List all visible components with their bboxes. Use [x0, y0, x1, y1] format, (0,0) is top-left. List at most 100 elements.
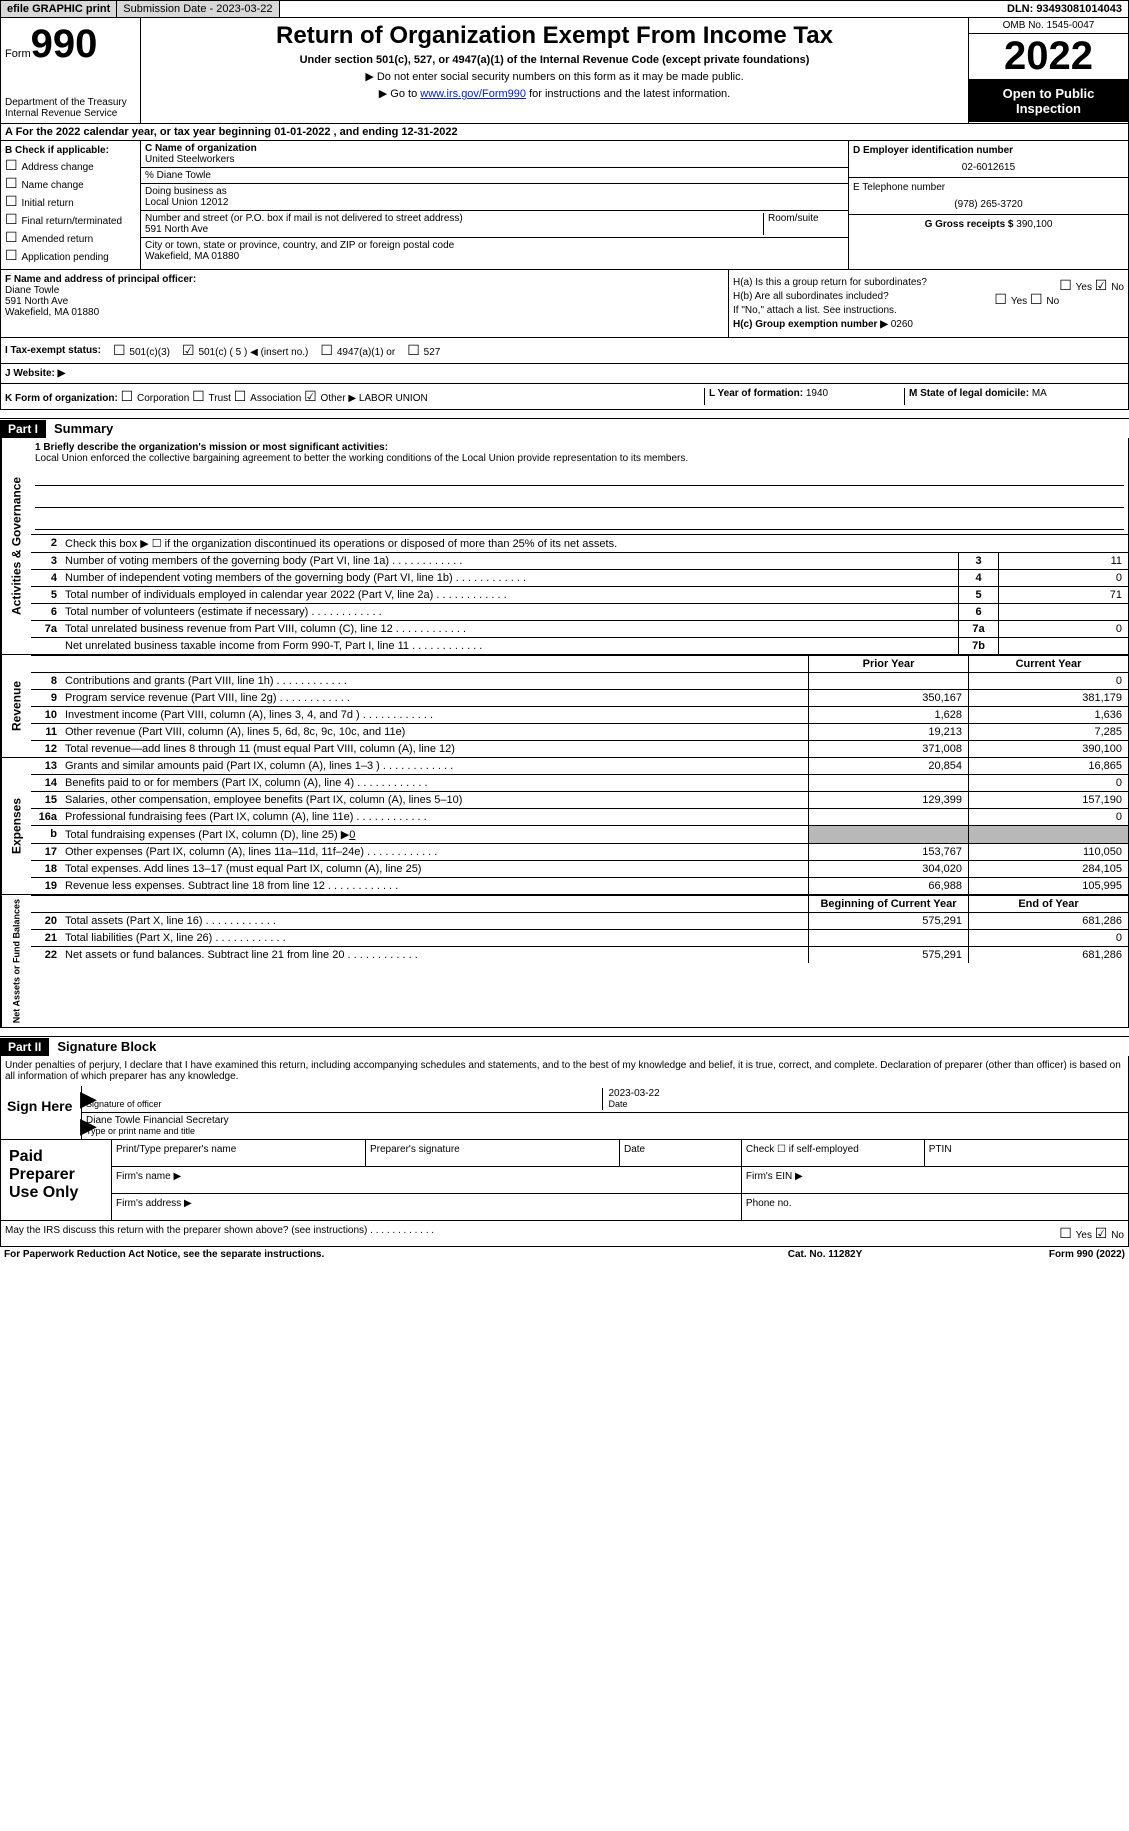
hc-val: 0260	[891, 319, 913, 330]
firm-ein-label: Firm's EIN ▶	[742, 1167, 1128, 1193]
hb-yes[interactable]: Yes	[994, 296, 1027, 307]
prep-sig-label: Preparer's signature	[366, 1140, 620, 1166]
period-row: A For the 2022 calendar year, or tax yea…	[0, 124, 1129, 141]
m-label: M State of legal domicile:	[909, 388, 1032, 399]
hdr-begin-year: Beginning of Current Year	[808, 896, 968, 912]
footer-right: Form 990 (2022)	[925, 1249, 1125, 1260]
cy-15: 157,190	[968, 792, 1128, 808]
phone: (978) 265-3720	[853, 199, 1124, 210]
prep-name-label: Print/Type preparer's name	[112, 1140, 366, 1166]
line-19: Revenue less expenses. Subtract line 18 …	[61, 878, 808, 894]
street: 591 North Ave	[145, 224, 759, 235]
box-4: 4	[958, 570, 998, 586]
side-ag: Activities & Governance	[1, 438, 31, 654]
cy-11: 7,285	[968, 724, 1128, 740]
line-9: Program service revenue (Part VIII, line…	[61, 690, 808, 706]
chk-501c3[interactable]: 501(c)(3)	[113, 342, 170, 359]
hdr-prior-year: Prior Year	[808, 656, 968, 672]
chk-4947[interactable]: 4947(a)(1) or	[320, 342, 395, 359]
line-13: Grants and similar amounts paid (Part IX…	[61, 758, 808, 774]
sig-date: 2023-03-22	[609, 1088, 660, 1099]
ein-label: D Employer identification number	[853, 145, 1013, 156]
hb-no[interactable]: No	[1030, 296, 1059, 307]
sig-date-label: Date	[609, 1099, 628, 1109]
end-22: 681,286	[968, 947, 1128, 963]
part1-bar: Part I Summary	[0, 418, 1129, 438]
side-exp: Expenses	[1, 758, 31, 894]
py-17: 153,767	[808, 844, 968, 860]
ein: 02-6012615	[853, 162, 1124, 173]
py-9: 350,167	[808, 690, 968, 706]
discuss-no[interactable]: No	[1095, 1230, 1124, 1241]
part2-bar: Part II Signature Block	[0, 1036, 1129, 1056]
cy-10: 1,636	[968, 707, 1128, 723]
room-suite-label: Room/suite	[764, 213, 844, 235]
box-5: 5	[958, 587, 998, 603]
hc-note: If "No," attach a list. See instructions…	[733, 305, 1124, 316]
part2-title: Signature Block	[49, 1037, 164, 1056]
form-note-1: ▶ Do not enter social security numbers o…	[145, 70, 964, 83]
box-6: 6	[958, 604, 998, 620]
chk-address-change[interactable]: Address change	[5, 157, 136, 174]
phone-label: E Telephone number	[853, 182, 1124, 193]
paid-label: Paid Preparer Use Only	[1, 1140, 111, 1220]
col-b-label: B Check if applicable:	[5, 145, 109, 156]
chk-corp[interactable]: Corporation	[121, 393, 190, 404]
signer-name: Diane Towle Financial Secretary	[86, 1115, 229, 1126]
ha-yes[interactable]: Yes	[1059, 282, 1092, 293]
mission-label: 1 Briefly describe the organization's mi…	[35, 442, 388, 453]
line-14: Benefits paid to or for members (Part IX…	[61, 775, 808, 791]
end-20: 681,286	[968, 913, 1128, 929]
cy-12: 390,100	[968, 741, 1128, 757]
py-16b	[808, 826, 968, 843]
cy-18: 284,105	[968, 861, 1128, 877]
line-6: Total number of volunteers (estimate if …	[61, 604, 958, 620]
firm-phone-label: Phone no.	[742, 1194, 1128, 1220]
city-label: City or town, state or province, country…	[145, 240, 844, 251]
irs-link[interactable]: www.irs.gov/Form990	[420, 88, 526, 100]
chk-amended-return[interactable]: Amended return	[5, 229, 136, 246]
line-20: Total assets (Part X, line 16)	[61, 913, 808, 929]
chk-527[interactable]: 527	[407, 342, 440, 359]
l-label: L Year of formation:	[709, 388, 806, 399]
firm-addr-label: Firm's address ▶	[112, 1194, 742, 1220]
type-name-label: Type or print name and title	[86, 1126, 195, 1136]
dln: DLN: 93493081014043	[1001, 1, 1128, 17]
form-note-2: ▶ Go to www.irs.gov/Form990 for instruct…	[145, 87, 964, 100]
line-7a: Total unrelated business revenue from Pa…	[61, 621, 958, 637]
chk-initial-return[interactable]: Initial return	[5, 193, 136, 210]
cy-16a: 0	[968, 809, 1128, 825]
prep-date-label: Date	[620, 1140, 742, 1166]
val-4: 0	[998, 570, 1128, 586]
beg-20: 575,291	[808, 913, 968, 929]
hc-label: H(c) Group exemption number ▶	[733, 319, 891, 330]
chk-final-return[interactable]: Final return/terminated	[5, 211, 136, 228]
chk-assoc[interactable]: Association	[234, 393, 302, 404]
line-22: Net assets or fund balances. Subtract li…	[61, 947, 808, 963]
form-subtitle: Under section 501(c), 527, or 4947(a)(1)…	[145, 54, 964, 66]
py-10: 1,628	[808, 707, 968, 723]
gross-label: G Gross receipts $	[925, 219, 1017, 230]
chk-name-change[interactable]: Name change	[5, 175, 136, 192]
ha-no[interactable]: No	[1095, 282, 1124, 293]
discuss-yes[interactable]: Yes	[1059, 1230, 1092, 1241]
py-19: 66,988	[808, 878, 968, 894]
street-label: Number and street (or P.O. box if mail i…	[145, 213, 759, 224]
chk-501c[interactable]: 501(c) ( 5 ) ◀ (insert no.)	[182, 342, 308, 359]
line-17: Other expenses (Part IX, column (A), lin…	[61, 844, 808, 860]
val-6	[998, 604, 1128, 620]
gross-receipts: 390,100	[1016, 219, 1052, 230]
chk-other[interactable]: Other ▶	[304, 393, 356, 404]
chk-application-pending[interactable]: Application pending	[5, 247, 136, 264]
submission-date: Submission Date - 2023-03-22	[117, 1, 279, 17]
line-4: Number of independent voting members of …	[61, 570, 958, 586]
part1-label: Part I	[0, 420, 46, 438]
efile-print-button[interactable]: efile GRAPHIC print	[1, 1, 117, 17]
chk-trust[interactable]: Trust	[192, 393, 231, 404]
discuss-question: May the IRS discuss this return with the…	[5, 1225, 964, 1242]
org-name: United Steelworkers	[145, 154, 844, 165]
officer-street: 591 North Ave	[5, 296, 68, 307]
box-3: 3	[958, 553, 998, 569]
val-3: 11	[998, 553, 1128, 569]
line-5: Total number of individuals employed in …	[61, 587, 958, 603]
